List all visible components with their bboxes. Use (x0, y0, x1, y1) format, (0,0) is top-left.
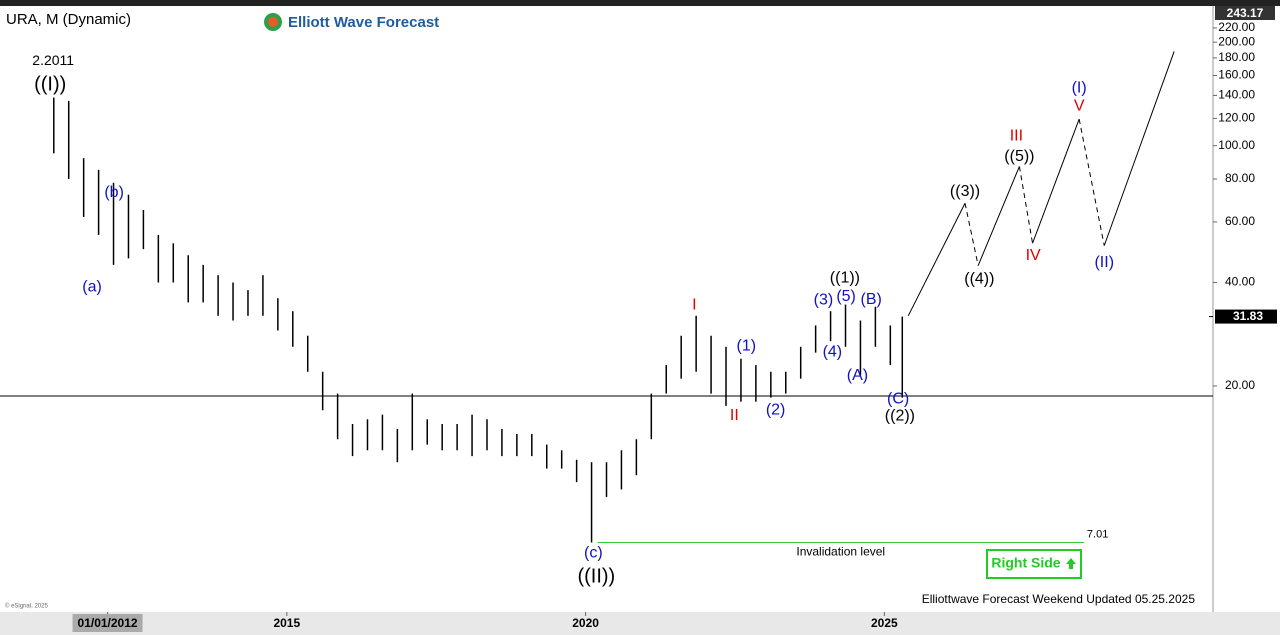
invalidation-value: 7.01 (1087, 528, 1108, 540)
brand-logo-inner (268, 17, 278, 27)
last-price-label: 31.83 (1233, 309, 1263, 323)
wave-label: V (1074, 97, 1085, 114)
top-bar (0, 0, 1280, 6)
y-tick-label: 40.00 (1225, 275, 1255, 289)
y-tick-label: 60.00 (1225, 214, 1255, 228)
x-tick-label: 2020 (572, 616, 599, 630)
wave-label: (C) (887, 390, 909, 407)
badge-arrow (1066, 558, 1076, 569)
wave-label: I (692, 297, 696, 314)
wave-label: ((4)) (964, 271, 994, 288)
wave-label: (a) (82, 279, 102, 296)
wave-label: (4) (823, 343, 843, 360)
y-tick-label: 200.00 (1218, 34, 1255, 48)
projection-segment (1018, 166, 1034, 244)
wave-label: (b) (104, 184, 124, 201)
projection-segment (964, 203, 979, 266)
chart-title: URA, M (Dynamic) (6, 11, 131, 28)
wave-label: ((3)) (950, 183, 980, 200)
projection-segment (1078, 118, 1105, 246)
badge: Right Side (991, 555, 1060, 571)
wave-label: (B) (861, 291, 882, 308)
x-tick-highlight (72, 614, 143, 632)
wave-label: (I) (1072, 80, 1087, 97)
wave-label: ((I)) (34, 74, 66, 96)
y-tick-label: 20.00 (1225, 378, 1255, 392)
projection-segment (977, 166, 1020, 266)
wave-label: III (1010, 127, 1023, 144)
wave-label: (1) (737, 337, 757, 354)
wave-label: ((2)) (885, 408, 915, 425)
invalidation-label: Invalidation level (796, 545, 885, 559)
wave-label: ((II)) (577, 565, 615, 587)
projection-segment (1103, 51, 1175, 246)
y-tick-label: 120.00 (1218, 111, 1255, 125)
y-max-label: 243.17 (1227, 6, 1264, 20)
wave-label: (3) (814, 292, 834, 309)
wave-label: (c) (584, 544, 603, 561)
y-tick-label: 160.00 (1218, 68, 1255, 82)
wave-label: ((5)) (1004, 148, 1034, 165)
projection-segment (907, 203, 966, 317)
y-tick-label: 180.00 (1218, 50, 1255, 64)
footer: Elliottwave Forecast Weekend Updated 05.… (922, 592, 1196, 606)
x-tick-label: 2025 (871, 616, 898, 630)
wave-label: (II) (1094, 254, 1114, 271)
wave-label: (A) (847, 367, 868, 384)
x-axis-strip (0, 612, 1280, 635)
wave-label: II (730, 407, 739, 424)
wave-label: 2.2011 (32, 52, 74, 68)
y-tick-label: 220.00 (1218, 20, 1255, 34)
wave-label: IV (1026, 247, 1041, 264)
y-tick-label: 80.00 (1225, 171, 1255, 185)
top-tag (1215, 6, 1275, 20)
x-tick-label: 01/01/2012 (78, 616, 138, 630)
projection-segment (1032, 118, 1080, 244)
copyright: © eSignal, 2025 (5, 603, 48, 610)
wave-label: ((1)) (830, 270, 860, 287)
y-tick-label: 140.00 (1218, 88, 1255, 102)
x-tick-label: 2015 (273, 616, 300, 630)
badge-box (986, 549, 1082, 579)
last-price-tag (1215, 309, 1277, 324)
y-tick-label: 100.00 (1218, 138, 1255, 152)
brand: Elliott Wave Forecast (288, 14, 439, 31)
wave-label: (5) (836, 288, 856, 305)
wave-label: (2) (766, 401, 786, 418)
